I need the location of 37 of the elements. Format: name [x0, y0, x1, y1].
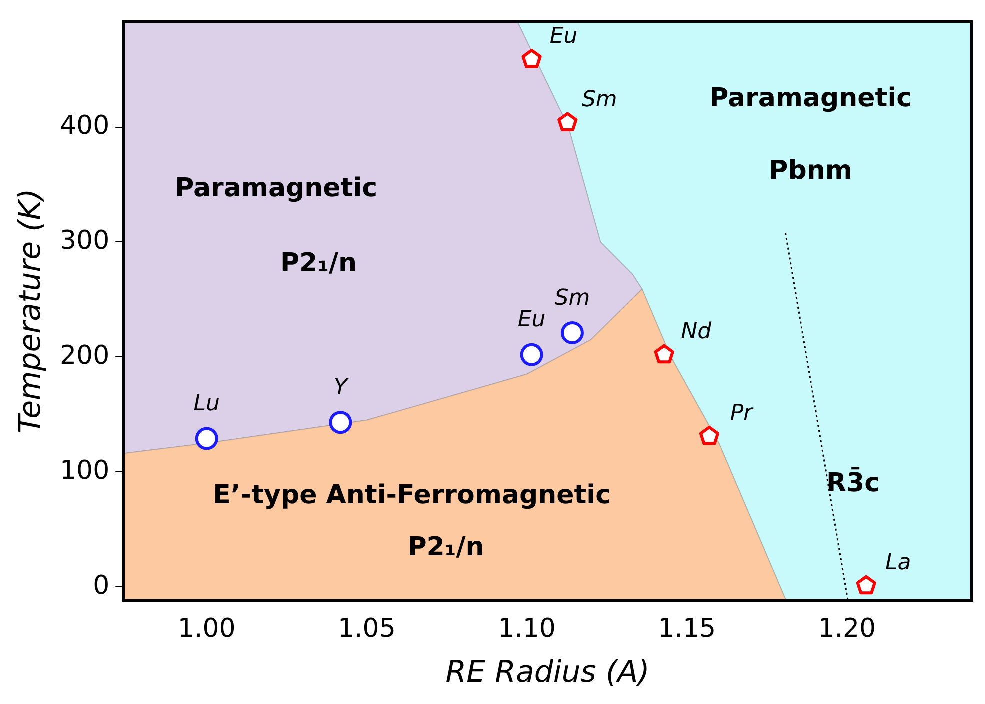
data-label: Sm — [582, 87, 618, 112]
annotation: R3̄c — [826, 466, 880, 499]
data-label: Lu — [194, 391, 220, 416]
data-label: La — [885, 550, 912, 576]
point — [560, 322, 584, 345]
data-label: Eu — [518, 308, 546, 333]
annotation: Pbnm — [769, 156, 852, 186]
x-tick-label: 1.15 — [658, 614, 716, 644]
x-tick-label: 1.00 — [178, 614, 236, 644]
annotation: P2₁/n — [280, 248, 358, 279]
y-tick-label: 400 — [60, 111, 110, 142]
y-tick-label: 0 — [93, 570, 110, 601]
x-tick-label: 1.05 — [338, 614, 396, 644]
annotation: Paramagnetic — [710, 84, 912, 114]
point — [654, 344, 674, 364]
point — [522, 49, 542, 68]
y-tick-label: 300 — [60, 226, 110, 256]
point — [520, 343, 544, 366]
y-axis-title: Temperature (K) — [12, 188, 48, 434]
annotation: Paramagnetic — [175, 173, 378, 204]
point — [558, 112, 578, 132]
y-tick-label: 100 — [60, 456, 110, 486]
annotation: E’-type Anti-Ferromagnetic — [213, 480, 612, 510]
point — [195, 427, 218, 450]
x-axis-title: RE Radius (A) — [446, 654, 650, 690]
data-label: Nd — [681, 320, 713, 345]
data-label: Eu — [550, 24, 578, 50]
data-label: Sm — [554, 286, 590, 311]
annotation: P2₁/n — [408, 532, 484, 562]
y-tick-label: 200 — [60, 340, 110, 371]
data-label: Y — [334, 375, 349, 400]
point — [329, 411, 352, 434]
point — [856, 575, 876, 595]
point — [699, 426, 720, 446]
x-tick-label: 1.20 — [818, 614, 876, 644]
data-label: Pr — [730, 401, 755, 426]
x-tick-label: 1.10 — [498, 614, 556, 644]
